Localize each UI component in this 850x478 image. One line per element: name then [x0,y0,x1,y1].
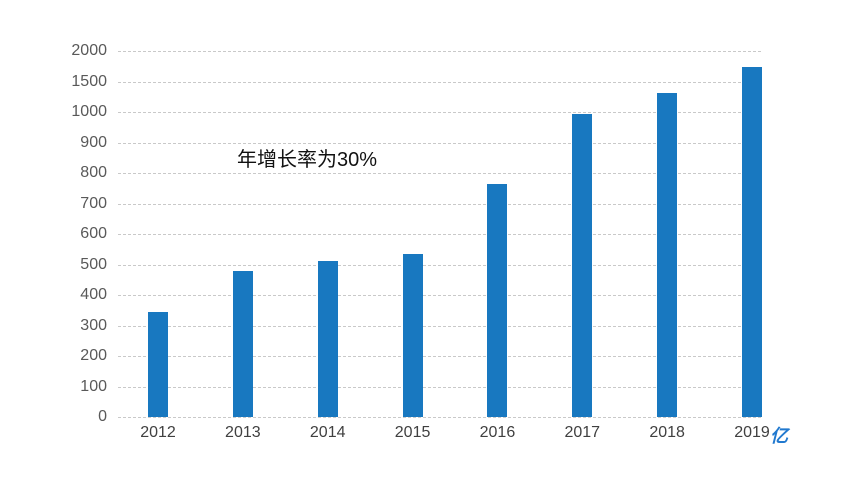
gridline-300 [118,325,761,327]
gridline-400 [118,295,761,296]
y-tick-label-1500: 1500 [71,72,107,90]
y-tick-label-100: 100 [80,377,107,395]
y-tick-label-700: 700 [80,194,107,212]
y-tick-label-0: 0 [98,408,107,425]
gridline-200 [118,356,761,357]
bar-2014 [317,261,338,417]
y-tick-label-500: 500 [80,255,107,273]
bar-2017 [572,113,593,417]
bar-2015 [402,253,423,417]
y-tick-label-800: 800 [80,164,107,181]
gridline-700 [118,203,761,205]
gridline-600 [118,234,761,235]
bar-2012 [148,311,168,417]
x-tick-label-2016: 2016 [479,424,516,441]
y-tick-label-400: 400 [80,286,107,303]
bar-2013 [232,270,253,417]
gridline-1500 [118,81,761,83]
x-tick-label-2014: 2014 [309,424,346,441]
x-tick-label-2019: 2019 [734,424,770,441]
x-tick-label-2018: 2018 [649,424,685,441]
growth-rate-annotation: 年增长率为30% [237,149,378,171]
y-tick-label-900: 900 [80,133,107,151]
gridline-0 [118,417,761,418]
y-tick-label-1000: 1000 [71,103,107,120]
bar-2016 [487,183,508,417]
gridline-1000 [118,112,761,113]
gridline-800 [118,173,761,174]
unit-label: 亿 [770,426,788,446]
y-tick-label-600: 600 [80,225,107,242]
gridline-100 [118,386,761,388]
x-tick-label-2017: 2017 [564,424,601,441]
x-tick-label-2013: 2013 [225,424,261,441]
bar-2019 [741,67,762,417]
gridline-500 [118,264,761,266]
bar-2018 [657,93,678,417]
x-tick-label-2012: 2012 [140,424,176,441]
y-tick-label-200: 200 [80,347,107,364]
gridline-2000 [118,51,761,52]
y-tick-label-2000: 2000 [71,42,107,59]
y-tick-label-300: 300 [80,316,107,334]
x-tick-label-2015: 2015 [394,424,431,441]
gridline-900 [118,142,761,144]
